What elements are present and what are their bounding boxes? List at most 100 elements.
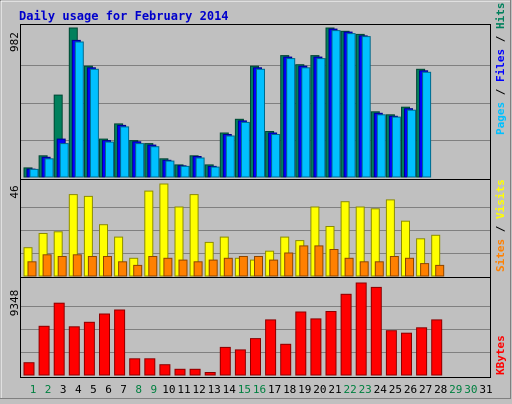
legend-sep-2: / bbox=[494, 29, 507, 49]
kbytes-bar bbox=[129, 358, 141, 376]
pages-bar bbox=[422, 71, 432, 178]
pages-bar bbox=[120, 126, 130, 178]
pages-bar bbox=[286, 58, 296, 178]
day-label: 17 bbox=[268, 383, 281, 396]
sites-bar bbox=[420, 263, 430, 277]
legend-visits: Visits bbox=[494, 179, 507, 219]
sites-bar bbox=[57, 256, 67, 277]
pages-bar bbox=[195, 157, 205, 178]
day-label: 31 bbox=[479, 383, 492, 396]
top-legend: Pages / Files / Hits bbox=[494, 3, 507, 136]
kbytes-bar bbox=[99, 313, 110, 376]
day-label: 1 bbox=[30, 383, 37, 396]
day-label: 16 bbox=[253, 383, 266, 396]
day-label: 19 bbox=[298, 383, 311, 396]
sites-bar bbox=[163, 257, 173, 277]
pages-bar bbox=[74, 41, 84, 178]
day-label: 7 bbox=[120, 383, 127, 396]
pages-bar bbox=[407, 109, 416, 178]
day-label: 30 bbox=[464, 383, 477, 396]
pages-bar bbox=[210, 166, 220, 178]
kbytes-bar bbox=[385, 330, 397, 376]
kbytes-bar bbox=[431, 319, 443, 376]
sites-bar bbox=[344, 257, 354, 277]
legend-sep-3: / bbox=[494, 219, 507, 239]
day-label: 11 bbox=[177, 383, 190, 396]
sites-bar bbox=[103, 256, 112, 277]
day-label: 9 bbox=[150, 383, 157, 396]
day-label: 12 bbox=[192, 383, 205, 396]
day-label: 28 bbox=[434, 383, 447, 396]
sites-bar bbox=[178, 259, 188, 277]
sites-bar bbox=[359, 261, 369, 277]
pages-bar bbox=[105, 141, 114, 178]
kbytes-bar bbox=[204, 372, 216, 376]
sites-bar bbox=[193, 261, 203, 277]
kbytes-max-label: 9348 bbox=[8, 290, 21, 317]
sites-bar bbox=[148, 256, 158, 277]
sites-bar bbox=[254, 256, 263, 277]
day-label: 3 bbox=[60, 383, 67, 396]
sites-bar bbox=[329, 249, 339, 277]
pages-bar bbox=[331, 30, 341, 178]
bars-layer bbox=[23, 27, 445, 376]
sites-bar bbox=[27, 261, 37, 277]
day-label: 26 bbox=[404, 383, 417, 396]
day-label: 23 bbox=[359, 383, 372, 396]
sites-bar bbox=[42, 254, 52, 277]
sites-bar bbox=[269, 259, 279, 277]
day-label: 13 bbox=[208, 383, 221, 396]
sites-bar bbox=[133, 264, 143, 277]
kbytes-bar bbox=[114, 309, 126, 376]
kbytes-bar bbox=[159, 364, 171, 376]
day-label: 5 bbox=[90, 383, 97, 396]
kbytes-bar bbox=[280, 343, 292, 376]
kbytes-bar bbox=[23, 362, 35, 376]
legend-hits: Hits bbox=[494, 3, 507, 30]
day-label: 22 bbox=[343, 383, 356, 396]
pages-bar bbox=[89, 68, 99, 178]
day-label: 8 bbox=[135, 383, 142, 396]
day-label: 24 bbox=[374, 383, 388, 396]
pages-bar bbox=[271, 134, 281, 178]
pages-bar bbox=[391, 116, 401, 178]
day-label: 6 bbox=[105, 383, 112, 396]
sites-bar bbox=[299, 245, 309, 277]
pages-bar bbox=[346, 33, 356, 178]
legend-sep-1: / bbox=[494, 82, 507, 102]
sites-bar bbox=[314, 245, 324, 277]
pages-bar bbox=[165, 160, 175, 178]
day-label: 27 bbox=[419, 383, 432, 396]
kbytes-bar bbox=[83, 321, 95, 376]
sites-bar bbox=[72, 254, 82, 277]
legend-files: Files bbox=[494, 49, 507, 82]
kbytes-bar bbox=[68, 326, 80, 376]
day-label: 18 bbox=[283, 383, 296, 396]
sites-bar bbox=[87, 256, 97, 277]
sites-bar bbox=[374, 261, 384, 277]
pages-bar bbox=[316, 58, 326, 178]
kbytes-bar bbox=[401, 332, 412, 376]
kbytes-bar bbox=[174, 368, 186, 376]
legend-pages: Pages bbox=[494, 102, 507, 135]
pages-bar bbox=[44, 158, 54, 178]
sites-bar bbox=[238, 256, 248, 277]
middle-legend: Sites / Visits bbox=[494, 179, 507, 272]
pages-bar bbox=[29, 168, 39, 178]
sites-bar bbox=[223, 257, 233, 277]
sites-bar bbox=[284, 252, 294, 277]
day-label: 21 bbox=[328, 383, 341, 396]
pages-bar bbox=[240, 121, 250, 178]
pages-bar bbox=[225, 135, 235, 178]
kbytes-bar bbox=[370, 286, 382, 376]
legend-kbytes: KBytes bbox=[494, 335, 507, 375]
pages-bar bbox=[361, 36, 371, 178]
legend-sites: Sites bbox=[494, 239, 507, 272]
day-label: 4 bbox=[75, 383, 82, 396]
pages-bar bbox=[150, 146, 160, 178]
kbytes-bar bbox=[355, 282, 367, 376]
kbytes-bar bbox=[325, 311, 337, 376]
pages-bar bbox=[376, 114, 386, 178]
